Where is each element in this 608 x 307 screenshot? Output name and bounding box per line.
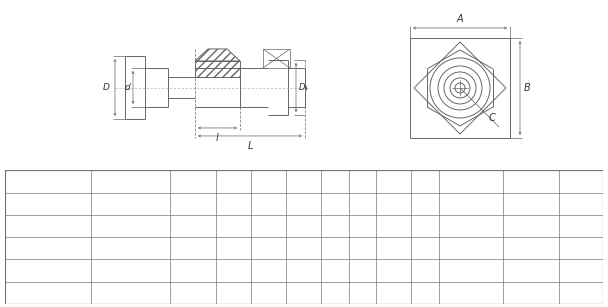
Text: A: A (457, 14, 463, 24)
Text: B: B (524, 83, 531, 93)
Polygon shape (195, 49, 240, 61)
Text: l: l (216, 133, 218, 143)
Text: C: C (488, 113, 495, 123)
Text: d: d (124, 84, 130, 92)
Text: D: D (103, 84, 110, 92)
Polygon shape (195, 61, 240, 77)
Text: D₁: D₁ (299, 84, 309, 92)
Text: L: L (247, 141, 253, 151)
